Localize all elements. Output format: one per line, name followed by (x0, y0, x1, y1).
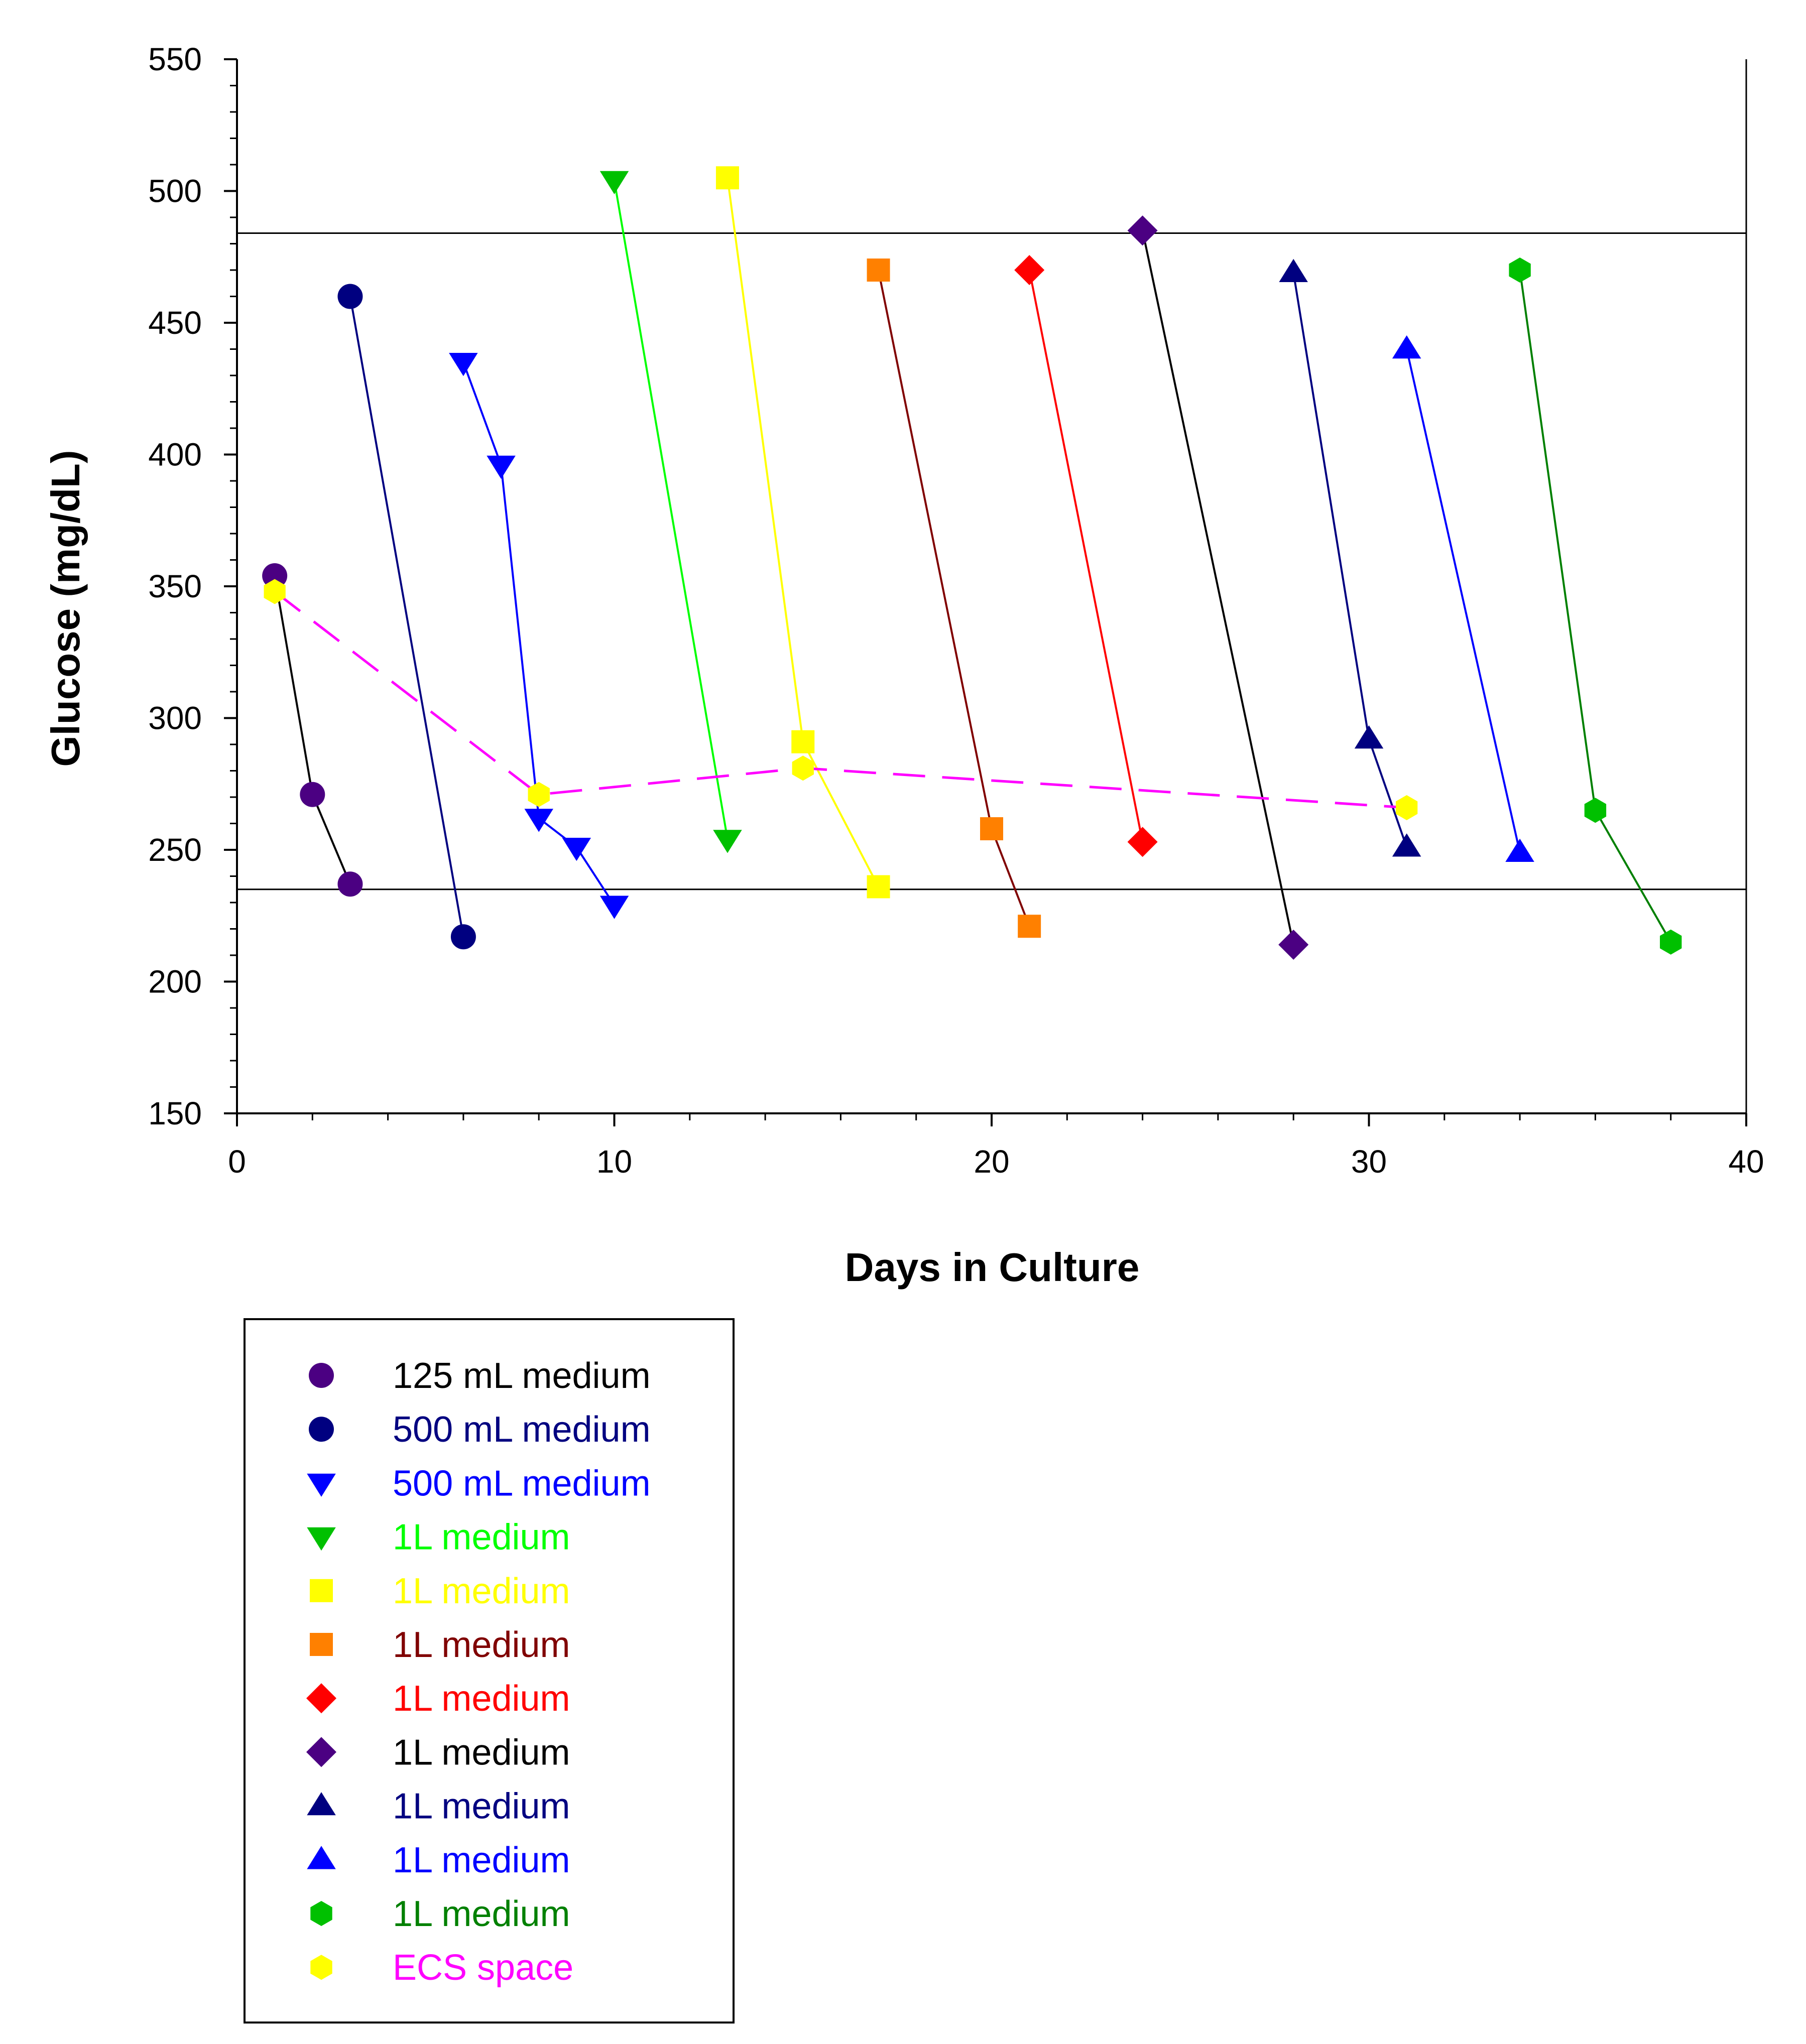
legend-label: 1L medium (393, 1840, 570, 1880)
data-point (715, 166, 739, 190)
legend-label: 1L medium (393, 1517, 570, 1558)
legend-label: 1L medium (393, 1625, 570, 1665)
data-point (1127, 215, 1158, 246)
legend-marker (309, 1417, 334, 1442)
data-point (599, 171, 629, 194)
data-point (1509, 258, 1531, 283)
y-tick-label: 500 (148, 173, 202, 209)
legend-marker (307, 1527, 336, 1551)
data-point (262, 563, 288, 588)
legend-marker (307, 1846, 336, 1869)
series-line-2 (349, 296, 464, 937)
legend-marker (310, 1955, 332, 1980)
legend-marker (310, 1901, 332, 1926)
data-point (1392, 335, 1421, 359)
legend-label: ECS space (393, 1948, 573, 1988)
series-line-6 (877, 270, 1031, 927)
data-point (1660, 929, 1682, 955)
x-tick-label: 0 (228, 1143, 246, 1180)
data-point (300, 782, 325, 807)
series-line-12 (274, 590, 1407, 809)
data-point (337, 284, 363, 309)
data-point (867, 259, 890, 282)
legend-label: 500 mL medium (393, 1410, 651, 1450)
legend-marker (309, 1363, 334, 1388)
data-point (867, 875, 890, 899)
data-point (337, 871, 363, 897)
data-point (1127, 827, 1158, 857)
data-point (264, 579, 286, 604)
reference-lines (237, 232, 1746, 890)
x-tick-label: 30 (1351, 1143, 1387, 1180)
y-tick-label: 350 (148, 568, 202, 604)
legend-marker (310, 1633, 333, 1656)
y-tick-label: 150 (148, 1095, 202, 1131)
data-point (1279, 259, 1308, 282)
data-point (1018, 915, 1041, 938)
legend-label: 500 mL medium (393, 1463, 651, 1503)
legend-marker (307, 1792, 336, 1816)
data-point (599, 896, 629, 919)
series-line-8 (1141, 230, 1295, 945)
series-lines (274, 178, 1672, 945)
data-point (1354, 725, 1384, 749)
series-line-4 (613, 180, 729, 840)
legend-label: 1L medium (393, 1786, 570, 1827)
y-tick-label: 550 (148, 41, 202, 77)
y-tick-label: 400 (148, 437, 202, 473)
x-axis-title: Days in Culture (845, 1245, 1140, 1290)
legend-marker (310, 1579, 333, 1602)
data-point (1392, 833, 1421, 857)
legend-label: 1L medium (393, 1679, 570, 1719)
series-line-9 (1292, 272, 1408, 848)
axes: 150 200 250 300 350 400 450 500 550 0 10 20 30 40 (148, 41, 1764, 1180)
data-point (792, 755, 814, 781)
data-point (713, 830, 742, 853)
legend-label: 125 mL medium (393, 1356, 651, 1396)
legend: 125 mL medium 500 mL medium 500 mL medium 1… (244, 1318, 735, 2024)
data-point (528, 782, 550, 807)
data-point (1014, 255, 1045, 285)
legend-label: 1L medium (393, 1732, 570, 1772)
legend-marker (307, 1473, 336, 1497)
data-point (450, 924, 476, 950)
data-point (562, 838, 591, 861)
series-line-10 (1405, 349, 1521, 853)
series-line-1 (274, 575, 351, 885)
legend-marker (306, 1683, 336, 1714)
legend-label: 1L medium (393, 1571, 570, 1611)
data-point (1278, 930, 1309, 960)
y-axis-title: Glucose (mg/dL) (43, 450, 88, 766)
data-point (449, 353, 478, 376)
x-tick-label: 10 (596, 1143, 632, 1180)
data-point (980, 817, 1003, 840)
y-tick-label: 450 (148, 305, 202, 341)
data-point (1505, 838, 1534, 862)
data-point (524, 809, 553, 832)
x-tick-label: 20 (974, 1143, 1009, 1180)
series-line-7 (1028, 270, 1144, 842)
data-point (1396, 795, 1418, 820)
data-point (791, 730, 815, 753)
y-tick-label: 250 (148, 832, 202, 868)
series-line-11 (1519, 270, 1672, 943)
y-tick-label: 300 (148, 700, 202, 736)
data-point (487, 455, 516, 479)
series-markers (262, 166, 1682, 960)
y-tick-label: 200 (148, 964, 202, 1000)
x-tick-label: 40 (1728, 1143, 1764, 1180)
legend-marker (306, 1737, 336, 1767)
data-point (1584, 798, 1607, 823)
legend-label: 1L medium (393, 1894, 570, 1934)
